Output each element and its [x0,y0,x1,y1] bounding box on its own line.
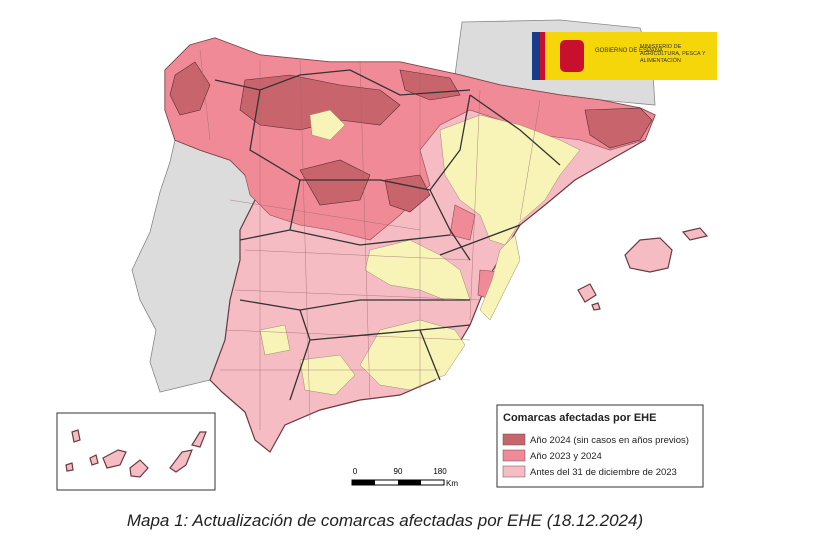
region-2024 [169,61,211,116]
comarca-lines [199,49,541,430]
region-unaffected [309,109,346,141]
scale-unit: Km [446,479,458,488]
scale-segment [352,480,375,485]
legend-box [496,404,704,488]
island [65,462,74,472]
island [191,431,207,448]
legend-swatch [502,433,526,446]
logo-ministry-box: MINISTERIO DE AGRICULTURA, PESCA Y ALIME… [640,44,706,64]
canary-islands [65,429,207,478]
scale-label: 90 [394,467,403,476]
region-unaffected [299,354,356,396]
legend-label: Año 2023 y 2024 [530,451,602,462]
island [129,459,149,478]
menorca [681,227,709,241]
legend-label: Antes del 31 de diciembre de 2023 [530,467,677,478]
region-borders [214,69,561,401]
scale-segment [398,480,421,485]
region-unaffected [359,319,466,391]
scale-label: 180 [433,467,447,476]
region-2024 [299,159,371,206]
ibiza [577,283,597,303]
island [71,429,81,443]
legend-swatch [502,449,526,462]
legend-swatch [502,465,526,478]
logo-stripe [540,32,545,80]
island [89,454,99,466]
logo-stripe [532,32,540,80]
region-2023-2024 [449,204,476,241]
coat-of-arms [560,40,584,72]
region-2024 [399,69,461,101]
legend-title: Comarcas afectadas por EHE [503,412,656,424]
legend-items: Año 2024 (sin casos en años previos) Año … [502,433,689,478]
scale-bar: 0 90 180 Km [351,467,458,488]
logo-government: GOBIERNO DE ESPAÑA [595,47,663,54]
caption: Mapa 1: Actualización de comarcas afecta… [127,511,643,530]
logo-ministry: MINISTERIO DE AGRICULTURA, PESCA Y ALIME… [640,44,706,64]
region-2024 [584,107,653,149]
scale-label: 0 [353,467,358,476]
region-unaffected [439,114,581,246]
formentera [591,302,601,311]
region-unaffected [479,234,521,321]
legend-label: Año 2024 (sin casos en años previos) [530,435,689,446]
region-2024 [239,74,401,131]
mallorca [624,237,673,273]
island [102,449,127,469]
island [169,449,193,473]
region-unaffected [259,324,291,356]
